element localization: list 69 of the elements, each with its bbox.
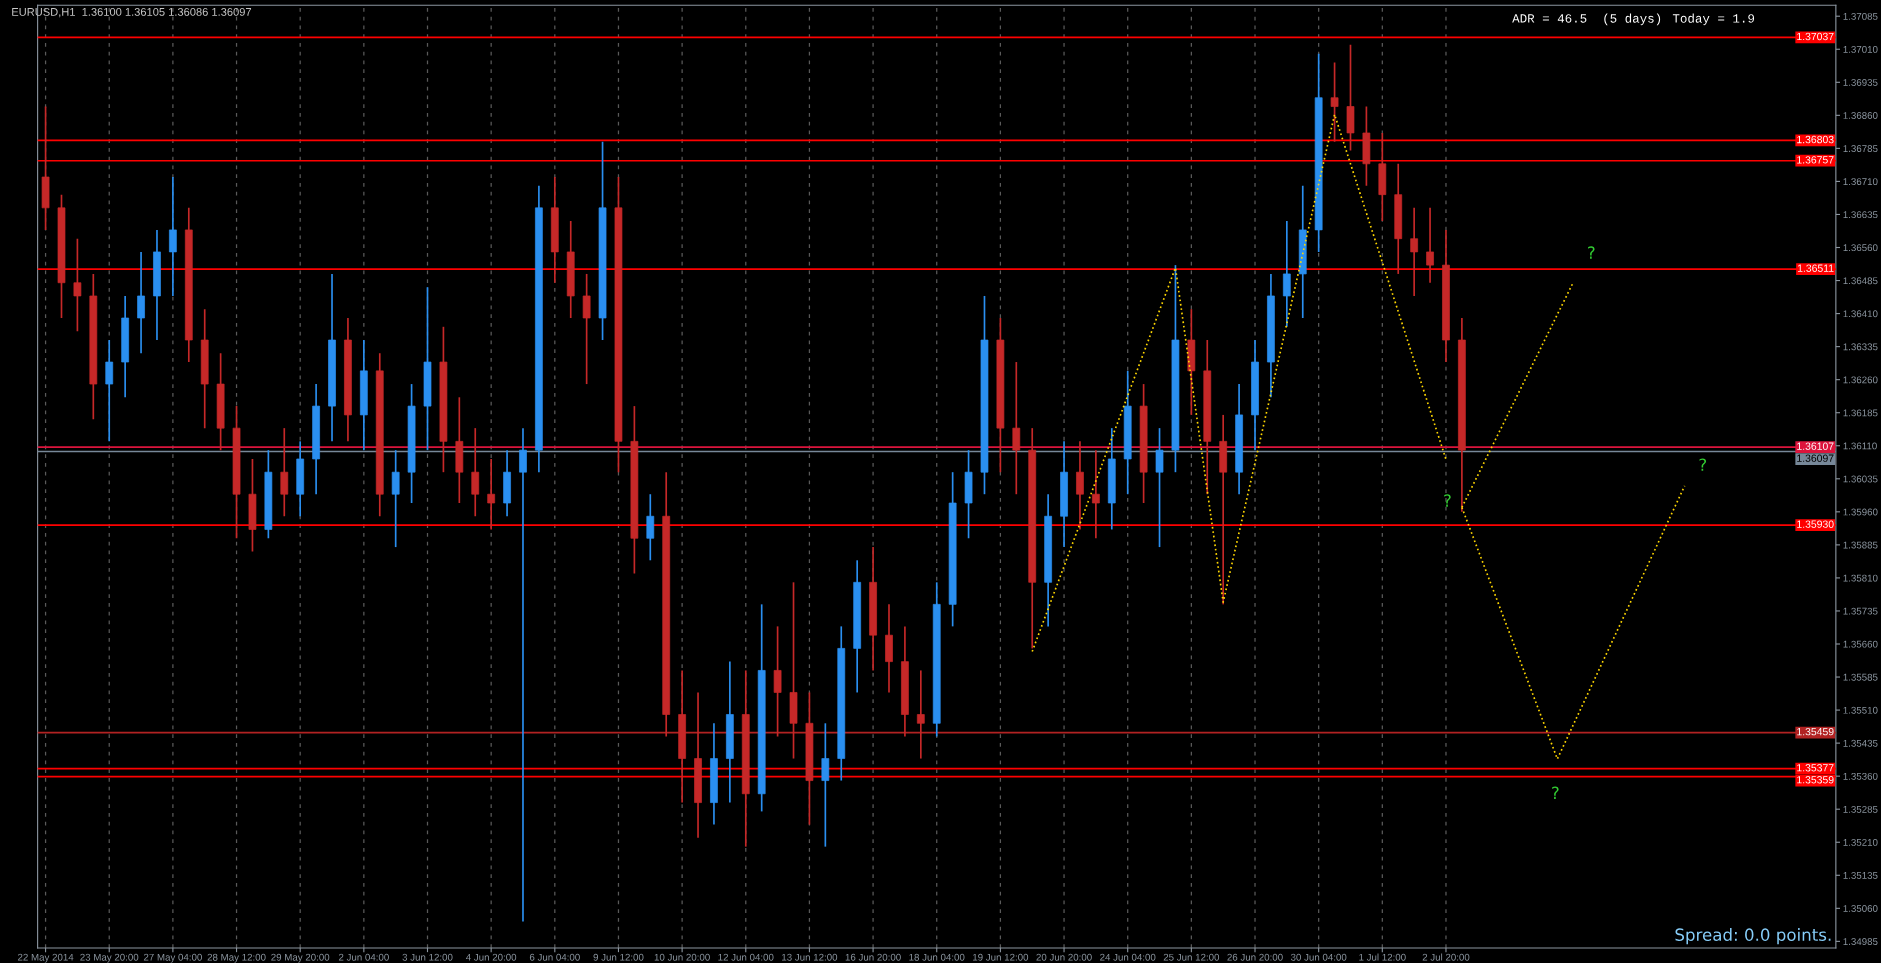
- x-tick-label: 28 May 12:00: [207, 953, 266, 963]
- y-tick-label: 1.35735: [1843, 607, 1878, 615]
- x-tick-label: 13 Jun 12:00: [782, 953, 838, 961]
- ref-line-label: 1.35359: [1797, 776, 1834, 784]
- y-tick-label: 1.35360: [1843, 772, 1878, 780]
- y-tick-label: 1.35510: [1843, 706, 1878, 714]
- annotation: ADR = 46.5 (5 days): [1512, 13, 1661, 26]
- x-tick-label: 25 Jun 12:00: [1163, 953, 1220, 961]
- x-tick-label: 12 Jun 04:00: [718, 953, 774, 961]
- annotation: Today = 1.9: [1672, 13, 1755, 26]
- y-tick-label: 1.35660: [1843, 640, 1878, 648]
- y-tick-label: 1.36935: [1843, 79, 1878, 86]
- y-tick-label: 1.35810: [1843, 574, 1878, 582]
- annotation: Spread: 0.0 points.: [1675, 928, 1831, 945]
- ref-line-label: 1.35377: [1797, 764, 1834, 772]
- x-tick-label: 1 Jul 12:00: [1359, 953, 1406, 961]
- y-tick-label: 1.36860: [1843, 112, 1878, 119]
- ref-line-label: 1.35459: [1797, 727, 1834, 736]
- x-tick-label: 6 Jun 04:00: [529, 953, 580, 961]
- y-tick-label: 1.34985: [1843, 938, 1878, 945]
- x-tick-label: 9 Jun 12:00: [593, 953, 644, 961]
- annotation: ?: [1552, 786, 1559, 799]
- y-tick-label: 1.36710: [1843, 178, 1878, 186]
- y-tick-label: 1.36035: [1843, 475, 1878, 483]
- x-tick-label: 20 Jun 20:00: [1036, 953, 1092, 961]
- annotation: ?: [1588, 246, 1595, 259]
- y-tick-label: 1.35585: [1843, 673, 1878, 681]
- y-tick-label: 1.36185: [1843, 409, 1878, 417]
- x-tick-label: 27 May 04:00: [143, 953, 202, 963]
- x-tick-label: 2 Jun 04:00: [338, 953, 389, 961]
- x-tick-label: 22 May 2014: [17, 953, 74, 963]
- y-tick-label: 1.36260: [1843, 376, 1878, 384]
- annotation: ?: [1699, 458, 1707, 471]
- ref-line-label: 1.37037: [1797, 32, 1834, 41]
- x-tick-label: 2 Jul 20:00: [1422, 953, 1470, 961]
- x-tick-label: 24 Jun 04:00: [1100, 953, 1156, 961]
- y-tick-label: 1.35285: [1843, 805, 1878, 813]
- y-tick-label: 1.35435: [1843, 739, 1878, 747]
- x-tick-label: 3 Jun 12:00: [402, 953, 453, 961]
- ref-line-label: 1.36511: [1797, 264, 1834, 272]
- y-tick-label: 1.36485: [1843, 277, 1878, 285]
- x-tick-label: 30 Jun 04:00: [1290, 953, 1347, 961]
- ref-line-label: 1.35930: [1797, 520, 1834, 528]
- y-tick-label: 1.36410: [1843, 310, 1878, 318]
- annotation: ?: [1444, 494, 1451, 507]
- x-tick-label: 29 May 20:00: [271, 953, 330, 963]
- y-tick-label: 1.35060: [1843, 905, 1878, 912]
- x-tick-label: 10 Jun 20:00: [654, 953, 710, 961]
- x-tick-label: 4 Jun 20:00: [465, 953, 517, 961]
- x-tick-label: 18 Jun 04:00: [909, 953, 965, 961]
- ref-line-label: 1.36107: [1797, 442, 1834, 450]
- y-tick-label: 1.36785: [1843, 145, 1878, 152]
- y-tick-label: 1.36335: [1843, 343, 1878, 351]
- ref-line-label: 1.36803: [1797, 135, 1834, 144]
- y-tick-label: 1.36110: [1843, 442, 1877, 450]
- x-tick-label: 16 Jun 20:00: [845, 953, 901, 961]
- y-tick-label: 1.37085: [1843, 12, 1878, 20]
- y-tick-label: 1.35135: [1843, 872, 1878, 879]
- y-tick-label: 1.35885: [1843, 541, 1878, 549]
- y-tick-label: 1.36560: [1843, 244, 1878, 252]
- y-tick-label: 1.35960: [1843, 508, 1878, 516]
- x-tick-label: 26 Jun 20:00: [1227, 953, 1283, 961]
- y-tick-label: 1.36635: [1843, 211, 1878, 219]
- x-tick-label: 19 Jun 12:00: [973, 953, 1029, 961]
- x-tick-label: 23 May 20:00: [80, 953, 139, 963]
- ref-line-label: 1.36757: [1797, 156, 1834, 164]
- y-tick-label: 1.37010: [1843, 45, 1878, 53]
- ref-line-label: 1.36097: [1797, 454, 1834, 462]
- y-tick-label: 1.35210: [1843, 838, 1878, 846]
